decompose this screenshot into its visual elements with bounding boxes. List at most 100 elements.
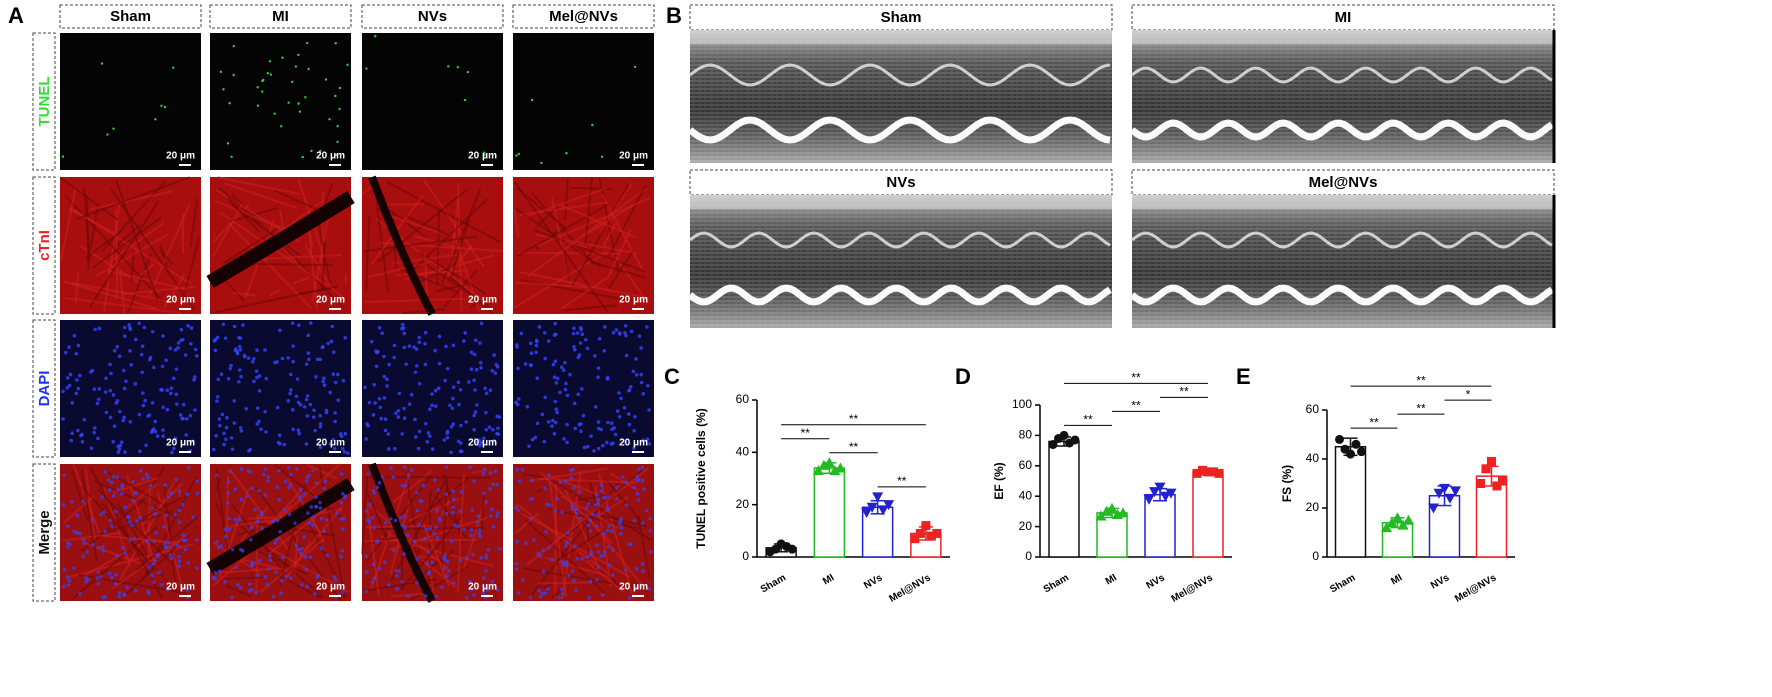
nucleus (273, 541, 277, 545)
nucleus (192, 375, 197, 379)
nucleus (223, 534, 228, 539)
nucleus (90, 368, 95, 373)
nucleus (308, 321, 313, 325)
nucleus (252, 357, 256, 361)
nucleus (632, 519, 637, 523)
nucleus (602, 550, 607, 554)
nucleus (365, 570, 369, 574)
nucleus (645, 325, 649, 329)
nucleus (472, 427, 476, 432)
fiber (212, 203, 244, 257)
fiber (572, 544, 631, 578)
nucleus (164, 513, 169, 517)
nucleus (150, 329, 155, 334)
nucleus (215, 395, 220, 399)
nucleus (113, 572, 118, 577)
nucleus (340, 492, 345, 496)
nucleus (596, 497, 601, 502)
nucleus (496, 426, 500, 431)
nucleus (563, 387, 568, 392)
fiber (183, 236, 201, 294)
micrograph-bg (513, 33, 654, 170)
nucleus (328, 390, 333, 395)
nucleus (324, 78, 328, 81)
nucleus (72, 566, 76, 570)
fiber (255, 487, 342, 602)
septum-wall (689, 63, 1111, 87)
nucleus (85, 550, 90, 554)
nucleus (61, 389, 65, 394)
nucleus (323, 479, 327, 484)
nucleus (332, 446, 337, 451)
nucleus (611, 330, 616, 335)
nucleus (486, 547, 491, 552)
nucleus (529, 363, 533, 368)
data-point (1165, 488, 1177, 499)
nucleus (382, 396, 387, 400)
nucleus (129, 362, 134, 367)
nucleus (492, 353, 496, 357)
nucleus (153, 419, 158, 424)
nucleus (530, 497, 535, 501)
fiber (409, 198, 489, 274)
nucleus (639, 372, 644, 377)
nucleus (599, 483, 604, 487)
nucleus (368, 502, 372, 507)
nucleus (474, 367, 479, 372)
fiber (222, 227, 278, 265)
nucleus (449, 425, 454, 429)
nucleus (413, 417, 417, 422)
posterior-wall (1129, 284, 1554, 306)
nucleus (565, 422, 569, 427)
nucleus (122, 415, 126, 420)
nucleus (470, 552, 475, 557)
nucleus (538, 554, 543, 558)
nucleus (528, 341, 533, 346)
nucleus (148, 483, 153, 488)
nucleus (469, 587, 474, 592)
fiber (214, 502, 222, 516)
nucleus (606, 495, 610, 499)
nucleus (389, 466, 393, 470)
nucleus (436, 386, 441, 391)
nucleus (103, 470, 108, 474)
nucleus (365, 67, 368, 70)
nucleus (541, 548, 545, 552)
nucleus (554, 407, 559, 411)
nucleus (432, 478, 437, 482)
nucleus (318, 445, 323, 449)
nucleus (459, 490, 464, 494)
nucleus (341, 589, 345, 594)
nucleus (62, 567, 67, 572)
fiber (71, 469, 89, 522)
nucleus (475, 520, 480, 525)
nucleus (331, 437, 336, 442)
fiber (370, 194, 425, 265)
nucleus (140, 370, 144, 375)
nucleus (177, 564, 182, 568)
nucleus (279, 125, 283, 128)
nucleus (310, 149, 313, 153)
nucleus (614, 497, 619, 501)
nucleus (617, 331, 622, 335)
nucleus (254, 590, 259, 595)
nucleus (415, 580, 419, 585)
nucleus (246, 356, 251, 361)
significance-label: ** (849, 412, 859, 426)
fiber (393, 470, 433, 503)
nucleus (217, 417, 222, 421)
nucleus (520, 467, 525, 472)
nucleus (596, 366, 601, 370)
nucleus (164, 545, 168, 549)
nucleus (519, 331, 524, 336)
nucleus (286, 356, 291, 360)
nucleus (647, 587, 651, 591)
nucleus (437, 516, 442, 521)
nucleus (456, 524, 460, 529)
fiber (226, 584, 252, 598)
nucleus (600, 593, 605, 597)
nucleus (400, 432, 404, 436)
nucleus (388, 517, 393, 521)
nucleus (633, 65, 637, 69)
data-point (1444, 493, 1456, 504)
